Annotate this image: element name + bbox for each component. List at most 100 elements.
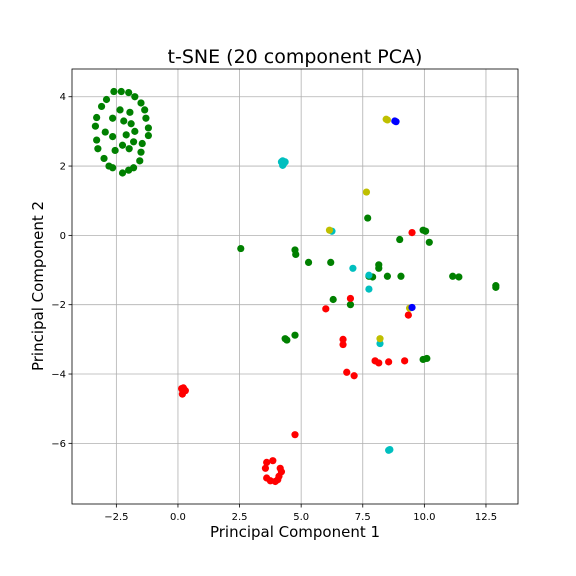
x-tick-label: 10.0 xyxy=(413,512,435,523)
data-point xyxy=(138,139,146,148)
data-point xyxy=(349,264,357,272)
data-point xyxy=(325,226,334,234)
x-tick-label: 2.5 xyxy=(232,512,248,523)
data-point xyxy=(339,340,347,349)
data-point xyxy=(375,359,383,367)
data-point xyxy=(291,331,299,339)
data-point xyxy=(125,166,133,174)
data-point xyxy=(423,354,431,363)
data-point xyxy=(408,229,416,237)
x-tick-label: 7.5 xyxy=(355,512,371,523)
y-tick-label: 4 xyxy=(60,92,66,103)
data-point xyxy=(144,131,152,140)
data-point xyxy=(179,384,187,392)
data-point xyxy=(101,128,109,136)
data-point xyxy=(111,146,119,155)
data-point xyxy=(237,244,245,253)
data-point xyxy=(322,305,330,313)
data-point xyxy=(362,188,371,196)
x-tick-label: 12.5 xyxy=(475,512,497,523)
data-point xyxy=(269,457,277,465)
data-point xyxy=(130,138,138,146)
data-point xyxy=(97,102,106,111)
data-point xyxy=(421,227,430,235)
data-point xyxy=(263,458,271,467)
y-tick-label: −2 xyxy=(51,300,66,311)
data-point xyxy=(392,118,400,126)
data-point xyxy=(375,264,383,272)
data-point xyxy=(383,116,392,124)
data-point xyxy=(339,335,347,343)
data-point xyxy=(396,235,404,244)
data-point xyxy=(137,99,145,107)
data-point xyxy=(455,273,463,281)
data-point xyxy=(279,157,287,165)
data-point xyxy=(131,127,139,135)
data-point xyxy=(109,114,117,122)
data-point xyxy=(94,145,102,153)
data-point xyxy=(109,132,117,141)
y-tick-label: 0 xyxy=(60,231,66,242)
data-point xyxy=(110,87,118,96)
data-point xyxy=(492,283,500,291)
data-point xyxy=(118,169,127,177)
data-point xyxy=(350,372,358,380)
data-point xyxy=(283,336,291,344)
y-tick-label: 2 xyxy=(60,162,66,173)
data-point xyxy=(102,95,111,104)
plot-area-frame xyxy=(71,68,519,505)
data-point xyxy=(292,250,300,259)
data-point xyxy=(142,114,150,122)
data-point xyxy=(404,311,412,319)
data-point xyxy=(136,157,144,165)
data-point xyxy=(397,272,405,280)
data-point xyxy=(125,88,133,97)
data-point xyxy=(131,93,139,101)
y-axis-label: Principal Component 2 xyxy=(29,201,47,371)
data-point xyxy=(376,335,384,343)
y-tick-label: −4 xyxy=(51,370,66,381)
data-point xyxy=(122,131,130,139)
data-point xyxy=(408,303,416,312)
data-point xyxy=(100,154,108,163)
data-point xyxy=(425,238,433,246)
axis-ticks: −2.5 0.0 2.5 5.0 7.5 10.0 12.5 −6 −4 −2 0 2 4 xyxy=(51,92,497,523)
data-point xyxy=(120,117,128,125)
data-point xyxy=(343,368,351,376)
data-point xyxy=(386,445,394,454)
y-tick-label: −6 xyxy=(51,439,66,450)
data-point xyxy=(304,258,313,267)
data-point xyxy=(125,145,133,153)
data-point xyxy=(449,272,457,280)
data-point xyxy=(178,390,186,398)
data-point xyxy=(291,431,299,439)
data-point xyxy=(261,464,270,472)
data-point xyxy=(116,106,124,114)
data-point xyxy=(385,358,393,366)
chart-title: t-SNE (20 component PCA) xyxy=(168,46,423,68)
x-tick-label: 5.0 xyxy=(293,512,309,523)
data-point xyxy=(137,148,145,156)
data-point xyxy=(144,124,152,132)
data-point xyxy=(118,141,127,149)
data-point xyxy=(365,285,373,293)
data-point xyxy=(274,476,282,484)
x-tick-label: −2.5 xyxy=(104,512,128,523)
data-points xyxy=(91,87,500,486)
data-point xyxy=(127,120,135,128)
data-point xyxy=(346,301,355,309)
x-axis-label: Principal Component 1 xyxy=(210,523,380,541)
data-point xyxy=(91,122,100,130)
data-point xyxy=(401,357,409,365)
data-point xyxy=(365,271,373,279)
data-point xyxy=(327,258,335,267)
data-point xyxy=(383,272,392,280)
data-point xyxy=(93,113,101,122)
data-point xyxy=(93,136,101,144)
data-point xyxy=(346,294,355,303)
data-point xyxy=(141,106,149,114)
data-point xyxy=(109,164,117,172)
data-point xyxy=(117,87,125,96)
